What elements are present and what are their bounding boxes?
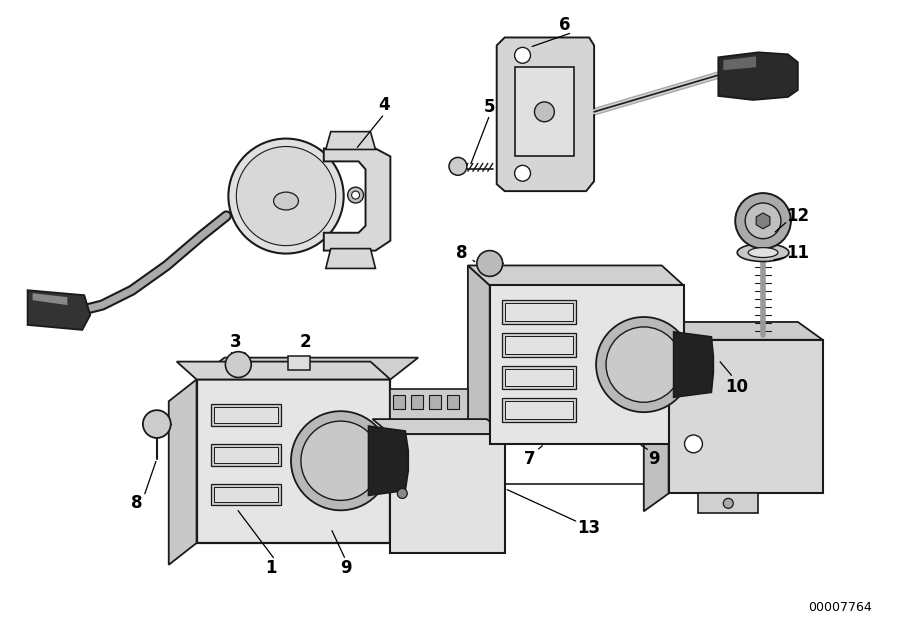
- Text: 3: 3: [230, 333, 241, 351]
- Text: 8: 8: [131, 495, 143, 512]
- Bar: [393, 396, 405, 409]
- Polygon shape: [497, 37, 594, 191]
- Bar: [411, 396, 423, 409]
- Circle shape: [237, 147, 336, 246]
- Circle shape: [449, 157, 467, 175]
- Ellipse shape: [748, 248, 778, 258]
- Ellipse shape: [737, 244, 789, 262]
- Text: 4: 4: [379, 96, 391, 114]
- Circle shape: [535, 102, 554, 122]
- Polygon shape: [176, 361, 391, 380]
- Text: 6: 6: [559, 16, 570, 34]
- Circle shape: [515, 48, 530, 64]
- Circle shape: [596, 317, 691, 412]
- Polygon shape: [468, 265, 490, 444]
- Polygon shape: [196, 358, 418, 380]
- Polygon shape: [644, 322, 823, 340]
- Circle shape: [685, 435, 702, 453]
- Text: 1: 1: [266, 559, 277, 577]
- Circle shape: [515, 165, 530, 181]
- Polygon shape: [673, 332, 714, 398]
- Circle shape: [397, 488, 408, 498]
- Polygon shape: [724, 57, 756, 70]
- Bar: [214, 447, 278, 463]
- Polygon shape: [644, 340, 669, 511]
- Circle shape: [745, 203, 781, 239]
- Circle shape: [724, 498, 733, 508]
- Circle shape: [229, 138, 344, 253]
- Bar: [391, 434, 505, 553]
- Polygon shape: [468, 265, 683, 285]
- Text: 12: 12: [787, 207, 809, 225]
- Bar: [212, 404, 281, 426]
- Bar: [447, 396, 459, 409]
- Text: 8: 8: [456, 244, 468, 262]
- Circle shape: [735, 193, 791, 249]
- Text: 7: 7: [524, 450, 536, 468]
- Circle shape: [347, 187, 364, 203]
- Circle shape: [143, 410, 171, 438]
- Polygon shape: [28, 290, 90, 330]
- Bar: [515, 67, 574, 156]
- Polygon shape: [718, 52, 797, 100]
- Polygon shape: [368, 426, 409, 495]
- Polygon shape: [32, 293, 68, 305]
- Bar: [505, 303, 573, 321]
- Bar: [505, 401, 573, 419]
- Circle shape: [685, 366, 702, 384]
- Bar: [212, 444, 281, 465]
- Text: 9: 9: [340, 559, 352, 577]
- Bar: [505, 368, 573, 386]
- Bar: [501, 398, 576, 422]
- Bar: [501, 333, 576, 357]
- Bar: [501, 300, 576, 324]
- Bar: [288, 356, 310, 370]
- Bar: [212, 483, 281, 505]
- Polygon shape: [698, 493, 758, 513]
- Bar: [429, 396, 441, 409]
- Polygon shape: [756, 213, 770, 229]
- Bar: [669, 340, 823, 493]
- Text: 5: 5: [484, 98, 496, 116]
- Polygon shape: [324, 149, 391, 251]
- Text: 9: 9: [648, 450, 660, 468]
- Circle shape: [477, 251, 503, 276]
- Circle shape: [301, 421, 381, 500]
- Bar: [505, 336, 573, 354]
- Text: 11: 11: [787, 244, 809, 262]
- Circle shape: [291, 411, 391, 511]
- Bar: [214, 407, 278, 423]
- Polygon shape: [168, 380, 196, 565]
- Polygon shape: [326, 249, 375, 269]
- Text: 00007764: 00007764: [808, 601, 871, 614]
- Bar: [490, 285, 683, 444]
- Ellipse shape: [274, 192, 299, 210]
- Bar: [196, 380, 391, 543]
- Bar: [501, 366, 576, 389]
- Circle shape: [606, 327, 681, 402]
- Circle shape: [352, 191, 360, 199]
- Text: 13: 13: [578, 519, 600, 537]
- Bar: [214, 486, 278, 502]
- Text: 10: 10: [724, 378, 748, 396]
- Circle shape: [225, 352, 251, 377]
- Polygon shape: [373, 419, 505, 434]
- Bar: [391, 389, 468, 419]
- Text: 2: 2: [300, 333, 311, 351]
- Polygon shape: [326, 131, 375, 149]
